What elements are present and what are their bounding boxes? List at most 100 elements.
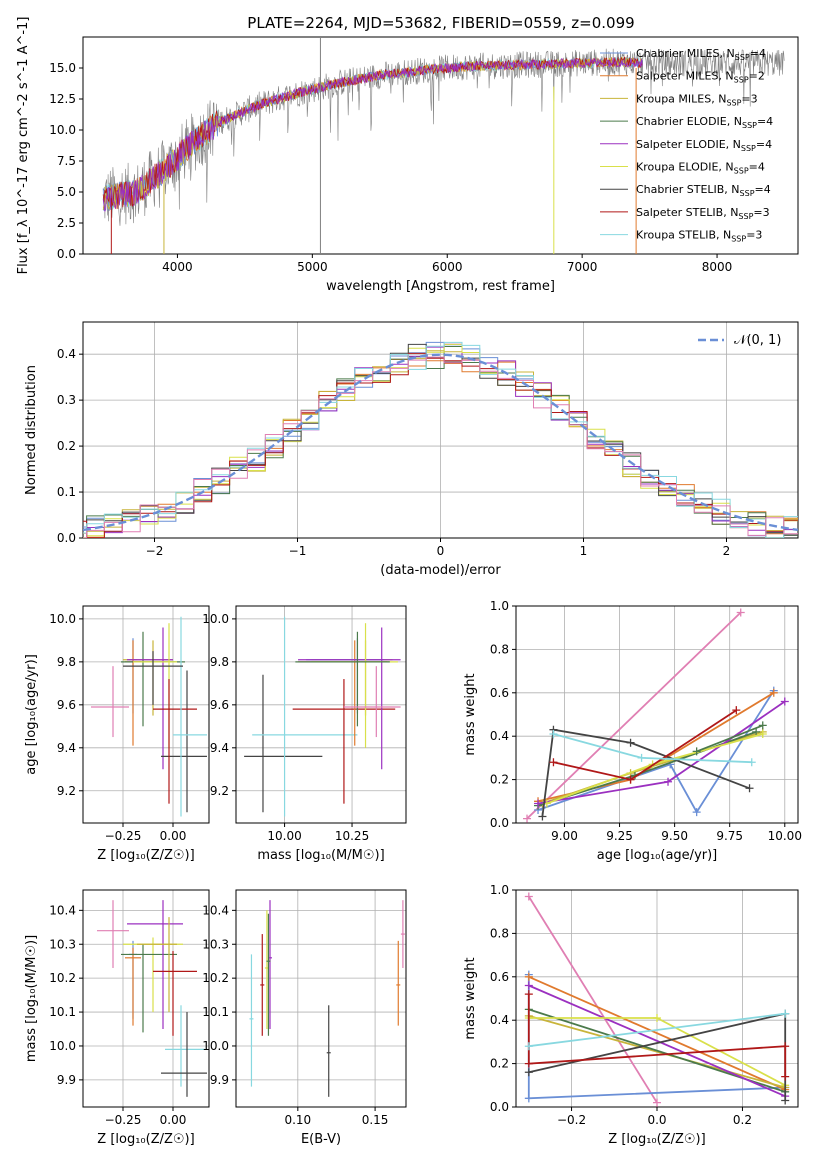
plus-marker <box>745 784 754 793</box>
model-spectrum <box>102 57 643 213</box>
y-tick-label: 12.5 <box>49 92 76 106</box>
legend-entry: Salpeter ELODIE, NSSP=4 <box>636 138 772 153</box>
plus-marker <box>769 688 778 697</box>
x-tick-label: 0.0 <box>647 1113 666 1127</box>
legend-entry: Chabrier MILES, NSSP=4 <box>636 47 766 62</box>
x-axis-label: E(B-V) <box>301 1132 341 1147</box>
y-axis-label: age [log₁₀(age/yr)] <box>24 654 39 775</box>
y-tick-label: 0.8 <box>490 926 509 940</box>
y-tick-label: 5.0 <box>57 185 76 199</box>
y-tick-label: 9.2 <box>210 784 229 798</box>
weight-series <box>528 896 658 1104</box>
z-mass-panel: −0.25 0.00 9.9 10.0 10.1 10.2 10.3 10.4 Z [log₁₀… <box>24 889 210 1147</box>
plus-marker <box>664 777 673 786</box>
x-axis-label: Z [log₁₀(Z/Z☉)] <box>97 848 194 863</box>
y-tick-label: 9.9 <box>57 1073 76 1087</box>
axes-frame <box>82 889 210 1108</box>
plus-marker <box>626 775 635 784</box>
axes-frame <box>82 321 799 539</box>
x-axis-label: Z [log₁₀(Z/Z☉)] <box>97 1132 194 1147</box>
x-tick-label: 0.10 <box>284 1113 311 1127</box>
y-tick-label: 10.2 <box>49 971 76 985</box>
plus-marker <box>626 738 635 747</box>
y-tick-label: 9.6 <box>210 698 229 712</box>
x-tick-label: 0.15 <box>362 1113 389 1127</box>
x-tick-label: 9.75 <box>716 829 743 843</box>
histogram-series <box>83 359 798 538</box>
y-tick-label: 0.4 <box>490 1013 509 1027</box>
y-tick-label: 0.0 <box>57 531 76 545</box>
histogram-panel: −2 −1 0 1 2 0.0 0.1 0.2 0.3 0.4 (data-model)/error… <box>24 321 799 578</box>
legend-entry: Salpeter STELIB, NSSP=3 <box>636 206 770 221</box>
hist-lines <box>83 341 798 538</box>
x-tick-label: 2 <box>723 544 731 558</box>
plus-marker <box>524 981 533 990</box>
y-tick-label: 9.8 <box>210 655 229 669</box>
x-tick-label: −0.25 <box>105 829 142 843</box>
histogram-series <box>83 356 798 538</box>
y-axis-label: mass weight <box>463 673 478 755</box>
axes-frame <box>82 605 210 824</box>
y-tick-label: 7.5 <box>57 154 76 168</box>
x-tick-label: 10.25 <box>335 829 369 843</box>
legend-entry: Chabrier ELODIE, NSSP=4 <box>636 115 773 130</box>
y-tick-label: 2.5 <box>57 216 76 230</box>
x-tick-label: −2 <box>146 544 164 558</box>
y-tick-label: 0.6 <box>490 686 509 700</box>
x-tick-label: 0.00 <box>160 829 187 843</box>
weight-series <box>553 733 752 764</box>
y-tick-label: 10.0 <box>202 612 229 626</box>
plus-marker <box>781 1009 790 1018</box>
figure-title: PLATE=2264, MJD=53682, FIBERID=0559, z=0… <box>247 14 634 32</box>
weight-series <box>528 1012 786 1048</box>
histogram-series <box>83 352 798 538</box>
plus-marker <box>637 753 646 762</box>
mass-age-panel: 10.00 10.25 9.2 9.4 9.6 9.8 10.0 mass [log₁₀(M/… <box>202 605 407 863</box>
weight-series <box>541 728 750 817</box>
z-weight-panel: −0.2 0.0 0.2 0.0 0.2 0.4 0.6 0.8 1.0 Z [log₁₀(Z/Z… <box>463 883 799 1147</box>
y-tick-label: 9.6 <box>57 698 76 712</box>
plus-marker <box>653 1098 661 1107</box>
weight-series <box>527 994 787 1077</box>
y-tick-label: 0.1 <box>57 485 76 499</box>
ebv-mass-panel: 0.10 0.15 9.9 10.0 10.1 10.2 10.3 10.4 E(B-V) <box>202 889 407 1147</box>
x-tick-label: 9.50 <box>661 829 688 843</box>
plus-marker <box>692 747 701 756</box>
plus-marker <box>524 892 533 901</box>
y-tick-label: 10.0 <box>49 612 76 626</box>
legend-entry: 𝒩(0, 1) <box>734 333 781 348</box>
axes-frame <box>515 605 799 824</box>
axes-frame <box>235 889 407 1108</box>
x-tick-label: 9.00 <box>551 829 578 843</box>
y-tick-label: 1.0 <box>490 599 509 613</box>
x-tick-label: −0.25 <box>105 1113 142 1127</box>
plus-marker <box>549 758 558 767</box>
x-axis-label: age [log₁₀(age/yr)] <box>597 848 718 863</box>
y-tick-label: 0.2 <box>57 439 76 453</box>
y-tick-label: 10.0 <box>202 1039 229 1053</box>
x-tick-label: 0.00 <box>160 1113 187 1127</box>
y-tick-label: 10.2 <box>202 971 229 985</box>
x-axis-label: wavelength [Angstrom, rest frame] <box>326 279 555 294</box>
y-tick-label: 0.0 <box>490 816 509 830</box>
y-tick-label: 10.1 <box>202 1005 229 1019</box>
weight-series <box>553 709 737 781</box>
y-tick-label: 0.0 <box>57 247 76 261</box>
plus-marker <box>781 1072 790 1081</box>
plus-marker <box>524 990 533 999</box>
y-tick-label: 10.3 <box>202 937 229 951</box>
y-tick-label: 0.8 <box>490 642 509 656</box>
plus-marker <box>736 608 745 617</box>
y-tick-label: 1.0 <box>490 883 509 897</box>
x-axis-label: mass [log₁₀(M/M☉)] <box>257 848 384 863</box>
plus-marker <box>758 730 767 739</box>
plus-marker <box>758 721 767 730</box>
axes-frame <box>235 605 407 824</box>
axes-frame <box>82 36 799 255</box>
normal-curve <box>83 353 798 532</box>
plus-marker <box>549 730 558 739</box>
spectrum-panel: 4000 5000 6000 7000 8000 0.0 2.5 5.0 7.5 10.0 12.5… <box>16 17 799 294</box>
plus-marker <box>692 808 701 817</box>
y-tick-label: 9.4 <box>57 741 76 755</box>
